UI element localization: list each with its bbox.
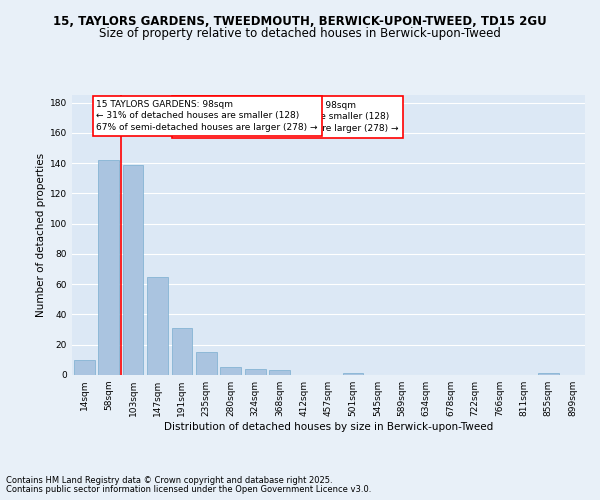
Text: Size of property relative to detached houses in Berwick-upon-Tweed: Size of property relative to detached ho… (99, 28, 501, 40)
Bar (343, 374, 364, 375)
Text: 15 TAYLORS GARDENS: 98sqm
← 31% of detached houses are smaller (128)
67% of semi: 15 TAYLORS GARDENS: 98sqm ← 31% of detac… (177, 100, 398, 133)
Bar (74, 360, 95, 375)
Text: Contains HM Land Registry data © Crown copyright and database right 2025.: Contains HM Land Registry data © Crown c… (6, 476, 332, 485)
Bar (269, 370, 290, 375)
Bar (538, 374, 559, 375)
Bar (172, 328, 193, 375)
Bar (98, 160, 119, 375)
Bar (122, 164, 143, 375)
Text: Contains public sector information licensed under the Open Government Licence v3: Contains public sector information licen… (6, 485, 371, 494)
Text: 15 TAYLORS GARDENS: 98sqm
← 31% of detached houses are smaller (128)
67% of semi: 15 TAYLORS GARDENS: 98sqm ← 31% of detac… (97, 100, 318, 132)
Bar (196, 352, 217, 375)
Bar (147, 276, 168, 375)
X-axis label: Distribution of detached houses by size in Berwick-upon-Tweed: Distribution of detached houses by size … (164, 422, 493, 432)
Bar (220, 368, 241, 375)
Text: 15, TAYLORS GARDENS, TWEEDMOUTH, BERWICK-UPON-TWEED, TD15 2GU: 15, TAYLORS GARDENS, TWEEDMOUTH, BERWICK… (53, 15, 547, 28)
Y-axis label: Number of detached properties: Number of detached properties (36, 153, 46, 317)
Bar (245, 369, 266, 375)
